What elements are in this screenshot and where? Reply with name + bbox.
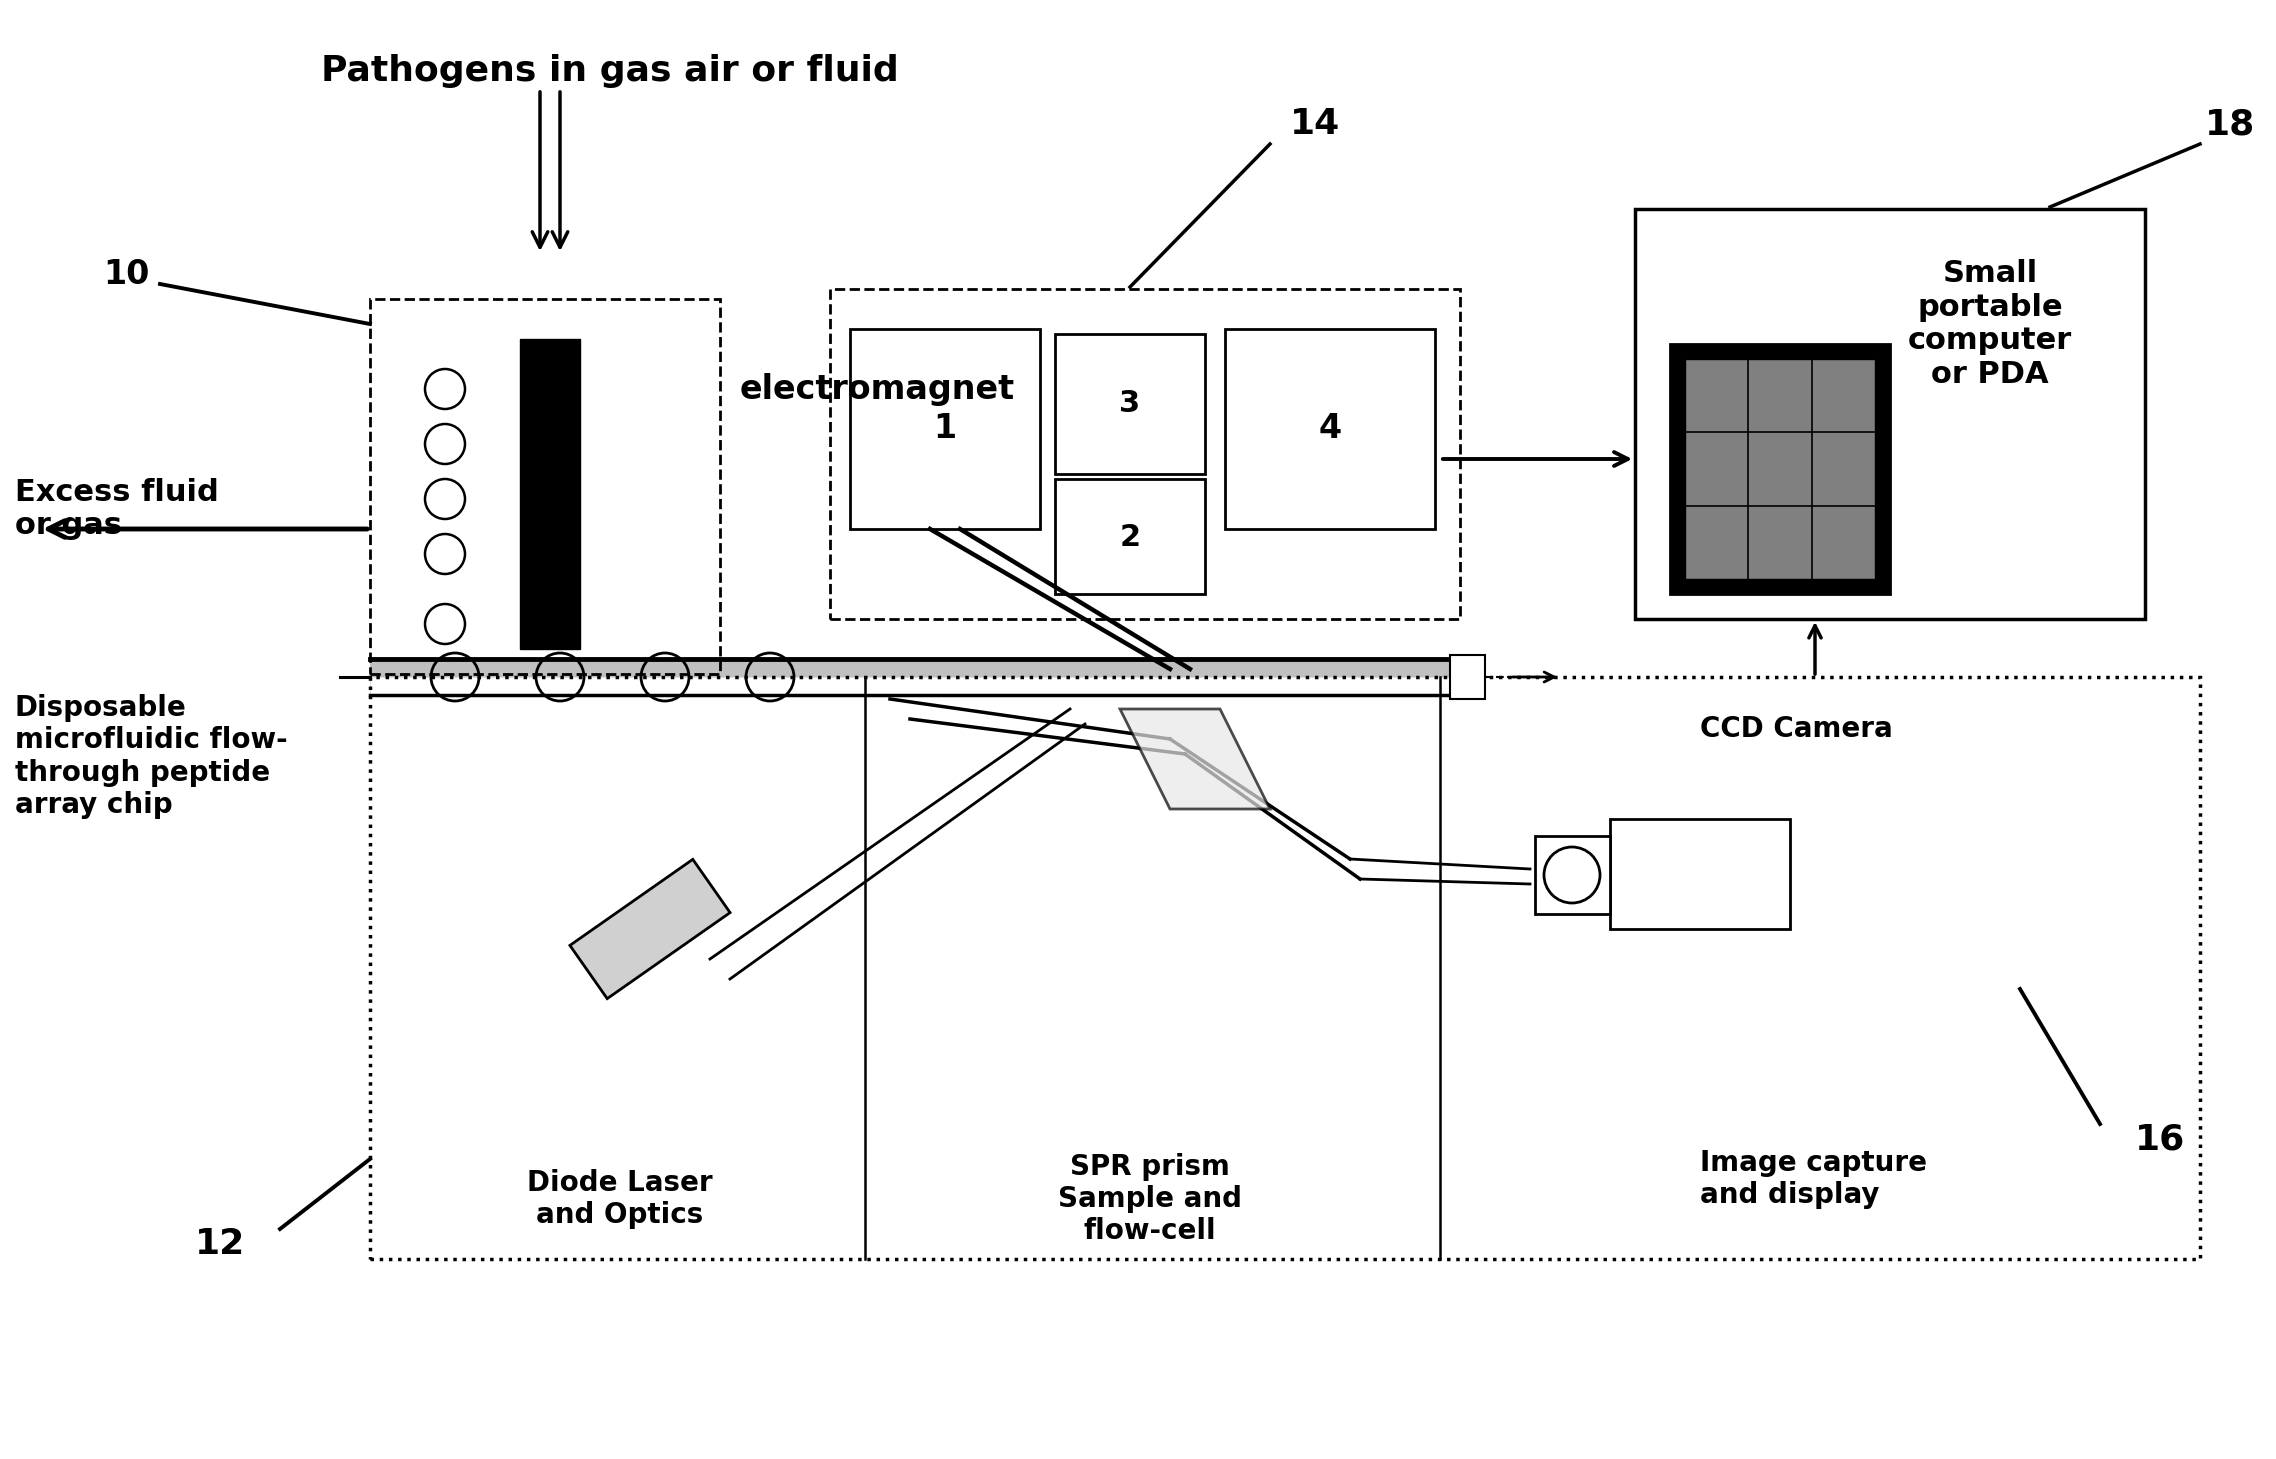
Text: Disposable
microfluidic flow-
through peptide
array chip: Disposable microfluidic flow- through pe… <box>16 694 287 818</box>
Bar <box>371 659 1479 694</box>
Polygon shape <box>569 859 731 998</box>
Bar <box>519 338 580 649</box>
Text: 4: 4 <box>1318 413 1341 445</box>
Text: 14: 14 <box>1290 107 1341 142</box>
Polygon shape <box>1120 709 1270 808</box>
Bar <box>1671 344 1889 594</box>
Bar <box>831 289 1459 619</box>
Bar <box>1056 479 1204 594</box>
Bar <box>1056 334 1204 474</box>
Text: Small
portable
computer
or PDA: Small portable computer or PDA <box>1907 260 2071 388</box>
Text: 3: 3 <box>1120 390 1140 419</box>
Bar <box>371 299 719 674</box>
Text: SPR prism
Sample and
flow-cell: SPR prism Sample and flow-cell <box>1058 1153 1243 1246</box>
Text: Image capture
and display: Image capture and display <box>1700 1148 1928 1210</box>
Text: 16: 16 <box>2135 1122 2185 1156</box>
Bar <box>371 677 2201 1259</box>
Bar <box>1534 836 1609 913</box>
Text: 10: 10 <box>105 257 150 290</box>
Bar <box>1634 209 2144 619</box>
Text: Excess fluid
or gas: Excess fluid or gas <box>16 477 218 540</box>
Text: 18: 18 <box>2205 107 2256 142</box>
Bar <box>849 328 1040 530</box>
Bar <box>1684 359 1875 579</box>
Text: Pathogens in gas air or fluid: Pathogens in gas air or fluid <box>321 54 899 88</box>
Text: CCD Camera: CCD Camera <box>1700 715 1894 743</box>
Text: 2: 2 <box>1120 522 1140 552</box>
Text: 1: 1 <box>933 413 956 445</box>
Text: electromagnet: electromagnet <box>740 372 1015 406</box>
Text: 12: 12 <box>196 1227 246 1261</box>
Bar <box>1224 328 1434 530</box>
Text: Diode Laser
and Optics: Diode Laser and Optics <box>528 1169 712 1228</box>
Bar <box>1609 818 1789 929</box>
Bar <box>1450 655 1484 699</box>
